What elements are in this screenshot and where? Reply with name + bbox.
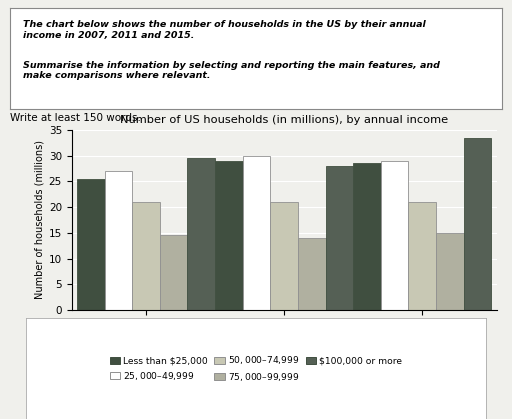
Bar [215, 161, 243, 310]
Bar [326, 166, 353, 310]
Bar [381, 161, 409, 310]
Bar [353, 163, 381, 310]
Bar [270, 202, 298, 310]
Bar [160, 235, 187, 310]
Bar [298, 238, 326, 310]
Text: Summarise the information by selecting and reporting the main features, and
make: Summarise the information by selecting a… [23, 61, 439, 80]
Bar [77, 179, 104, 310]
Bar [436, 233, 464, 310]
Bar [464, 137, 492, 310]
Title: Number of US households (in millions), by annual income: Number of US households (in millions), b… [120, 115, 448, 125]
Bar [132, 202, 160, 310]
Bar [104, 171, 132, 310]
Bar [187, 158, 215, 310]
Legend: Less than $25,000, $25,000–$49,999, $50,000–$74,999, $75,000–$99,999, $100,000 o: Less than $25,000, $25,000–$49,999, $50,… [106, 351, 406, 387]
Bar [409, 202, 436, 310]
Text: The chart below shows the number of households in the US by their annual
income : The chart below shows the number of hous… [23, 21, 425, 40]
Text: Write at least 150 words.: Write at least 150 words. [10, 114, 141, 123]
Y-axis label: Number of households (millions): Number of households (millions) [34, 140, 45, 300]
Bar [243, 155, 270, 310]
X-axis label: Year: Year [271, 337, 297, 350]
